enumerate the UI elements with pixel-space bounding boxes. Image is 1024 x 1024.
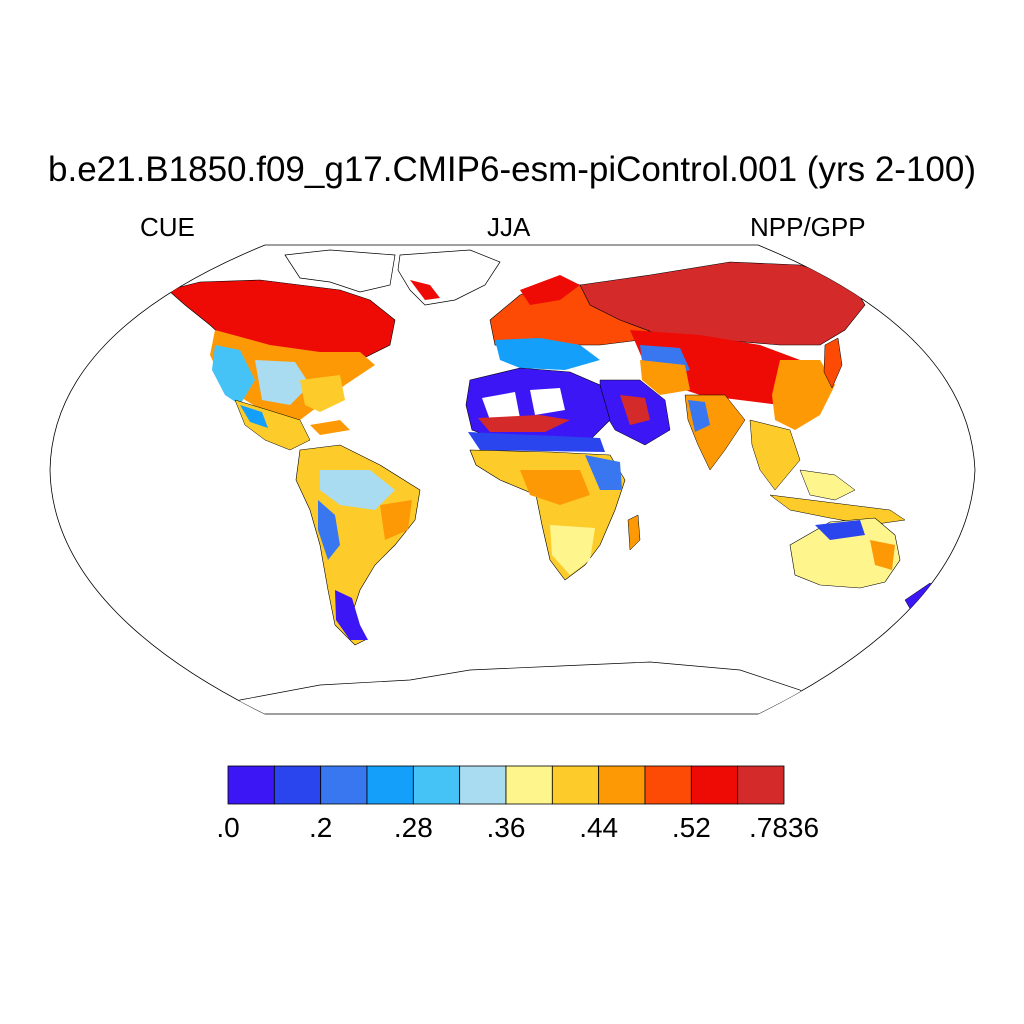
philippines-borneo [799,469,856,501]
patagonia [335,590,368,640]
colorbar-box [366,765,414,805]
colorbar-box [551,765,600,805]
sahara-blank-2 [530,388,565,415]
colorbar-tick-label: .44 [579,812,619,843]
left-subtitle: CUE [140,212,195,242]
caribbean-islands [310,420,350,435]
colorbar-box [459,765,507,805]
north-america-great-plains [255,360,310,405]
sahel-blue [468,432,605,452]
colorbar-tick-label: .0 [216,812,240,843]
north-america-west [212,345,255,405]
iran [640,360,690,395]
colorbar-tick-label: .2 [308,812,333,843]
central-africa [520,470,590,505]
australia-east [870,540,895,570]
indonesia [769,494,906,526]
mexico-dry [240,405,268,428]
andes-dry [318,500,340,560]
amazon-basin [320,470,395,510]
brazil-east [380,500,412,540]
colorbar-box [737,765,785,805]
colorbar-box [644,765,692,805]
colorbar-box [320,765,368,805]
europe-south [495,338,600,370]
colorbar-tick-label: .7836 [748,812,820,843]
chart-title: b.e21.B1850.f09_g17.CMIP6-esm-piControl.… [48,150,976,189]
siberia [579,261,866,346]
madagascar [627,514,641,551]
colorbar-tick-label: .28 [393,812,433,843]
southeast-asia [749,419,801,491]
sahara-blank-1 [482,392,520,420]
east-asia [772,360,835,430]
right-subtitle: NPP/GPP [750,212,866,242]
arctic-archipelago [284,249,396,293]
australia [789,517,901,589]
southern-africa [550,525,595,575]
colorbar-box [412,765,461,805]
australia-north [815,520,865,540]
colorbar-box [227,765,275,805]
east-africa [585,455,622,490]
greenland-south-edge [410,280,440,300]
colorbar-box [690,765,739,805]
sahel-red [478,415,570,432]
india-west [688,400,710,432]
colorbar-tick-label: .36 [486,812,526,843]
colorbar-box [273,765,322,805]
colorbar-box [598,765,646,805]
north-america-southeast [300,375,345,412]
colorbar-tick-label: .52 [671,812,711,843]
arabia-center [620,395,650,425]
scandinavia [520,275,580,305]
colorbar-box [505,765,553,805]
center-subtitle: JJA [487,212,531,242]
japan [823,337,843,389]
antarctica [218,661,821,714]
